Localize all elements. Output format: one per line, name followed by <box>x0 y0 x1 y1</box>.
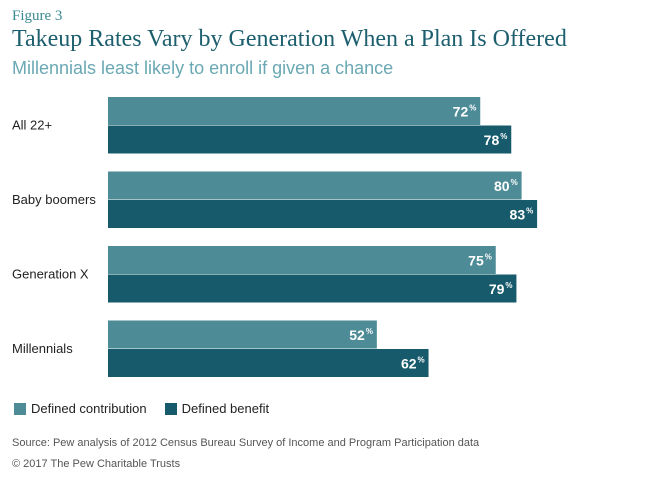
value-label-baby-boomers-defined-benefit: 83 <box>510 206 526 222</box>
value-label-generation-x-defined-contribution: 75 <box>468 252 484 268</box>
figure-label: Figure 3 <box>12 8 63 24</box>
value-label-millennials-defined-benefit: 62 <box>401 355 417 371</box>
bar-generation-x-defined-benefit <box>108 274 517 303</box>
value-suffix-generation-x-defined-contribution: % <box>485 252 492 261</box>
value-suffix-baby-boomers-defined-contribution: % <box>511 178 518 187</box>
bar-millennials-defined-benefit <box>108 349 429 377</box>
category-label-millennials: Millennials <box>12 341 73 356</box>
value-label-generation-x-defined-benefit: 79 <box>489 281 505 297</box>
category-label-generation-x: Generation X <box>12 267 89 282</box>
legend: Defined contribution Defined benefit <box>14 401 269 416</box>
legend-swatch-defined-contribution <box>14 402 26 415</box>
legend-swatch-defined-benefit <box>164 402 177 415</box>
legend-label-defined-benefit: Defined benefit <box>181 401 270 416</box>
legend-item-defined-contribution: Defined contribution <box>14 401 147 416</box>
bar-all-22-defined-benefit <box>108 125 512 154</box>
value-suffix-millennials-defined-contribution: % <box>366 327 373 336</box>
source-note: Source: Pew analysis of 2012 Census Bure… <box>12 437 480 449</box>
category-label-all-22: All 22+ <box>12 118 52 133</box>
bar-baby-boomers-defined-contribution <box>108 171 522 200</box>
legend-label-defined-contribution: Defined contribution <box>31 401 147 416</box>
value-suffix-baby-boomers-defined-benefit: % <box>526 206 533 215</box>
value-suffix-millennials-defined-benefit: % <box>418 355 425 364</box>
category-label-baby-boomers: Baby boomers <box>12 192 96 207</box>
legend-item-defined-benefit: Defined benefit <box>164 401 270 416</box>
value-label-baby-boomers-defined-contribution: 80 <box>494 178 510 194</box>
value-suffix-generation-x-defined-benefit: % <box>505 281 512 290</box>
bar-millennials-defined-contribution <box>108 320 377 349</box>
chart-subtitle: Millennials least likely to enroll if gi… <box>12 58 394 78</box>
value-label-millennials-defined-contribution: 52 <box>349 327 365 343</box>
bar-all-22-defined-contribution <box>108 97 481 125</box>
bar-generation-x-defined-contribution <box>108 246 496 274</box>
value-label-all-22-defined-contribution: 72 <box>453 103 469 119</box>
chart-title: Takeup Rates Vary by Generation When a P… <box>12 26 567 52</box>
bar-baby-boomers-defined-benefit <box>108 200 538 228</box>
value-suffix-all-22-defined-contribution: % <box>469 103 476 112</box>
value-label-all-22-defined-benefit: 78 <box>484 132 500 148</box>
copyright-note: © 2017 The Pew Charitable Trusts <box>12 458 181 470</box>
value-suffix-all-22-defined-benefit: % <box>500 132 507 141</box>
